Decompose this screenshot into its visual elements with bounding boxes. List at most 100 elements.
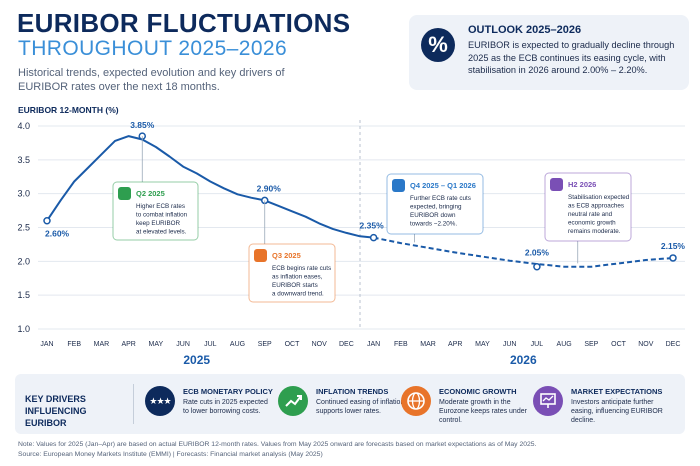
data-label: 3.85% (130, 120, 155, 130)
x-tick-label: OCT (285, 341, 301, 348)
percent-icon: % (421, 28, 455, 62)
series-line-forecast (373, 236, 674, 268)
annotation-text: keep EURIBOR (136, 220, 181, 227)
y-axis-title: EURIBOR 12-MONTH (%) (18, 105, 119, 115)
data-label: 2.60% (45, 229, 70, 239)
y-tick-label: 1.5 (17, 290, 30, 300)
x-tick-label: MAR (420, 341, 436, 348)
annotation-text: EURIBOR down (410, 212, 456, 219)
euribor-line-chart: EURIBOR 12-MONTH (%) 1.0 1.5 2.0 2.5 3.0 3.5 4.… (17, 105, 686, 367)
annotation-box (386, 173, 484, 235)
x-tick-label: JAN (40, 341, 53, 348)
x-tick-label: JUN (176, 341, 190, 348)
x-tick-label: JUL (531, 341, 544, 348)
eu-stars-icon: ★★★ (145, 386, 175, 416)
annotation-box (112, 181, 199, 241)
footer-notes: Note: Values for 2025 (Jan–Apr) are base… (18, 440, 536, 459)
series-line-actual (46, 135, 374, 239)
driver-title: MARKET EXPECTATIONS (571, 387, 663, 396)
year-label-2025: 2025 (183, 353, 210, 367)
data-point (43, 216, 51, 225)
annotation-text: as inflation eases, (272, 274, 323, 281)
x-tick-label: MAR (94, 341, 110, 348)
outlook-text: EURIBOR is expected to gradually decline… (468, 40, 675, 75)
annotation-text: a downward trend. (272, 291, 324, 298)
key-drivers-divider (133, 384, 134, 424)
driver-text: Investors anticipate further easing, inf… (571, 399, 663, 424)
y-tick-label: 3.0 (17, 189, 30, 199)
x-tick-label: APR (121, 341, 135, 348)
annotation-title: Q3 2025 (272, 251, 301, 260)
y-tick-label: 2.5 (17, 223, 30, 233)
x-tick-label: JAN (367, 341, 380, 348)
annotation-text: Further ECB rate cuts (410, 195, 471, 202)
x-tick-label: DEC (339, 341, 354, 348)
outlook-panel: % OUTLOOK 2025–2026 EURIBOR is expected … (409, 15, 689, 90)
annotation-box (544, 172, 632, 242)
data-label: 2.15% (661, 241, 686, 251)
annotation-title: H2 2026 (568, 180, 596, 189)
data-point (533, 262, 541, 271)
x-tick-label: FEB (67, 341, 81, 348)
driver-text: Moderate growth in the Eurozone keeps ra… (439, 399, 527, 424)
annotation-text: expected, bringing (410, 204, 462, 211)
data-label: 2.90% (257, 183, 282, 193)
x-tick-label: NOV (638, 341, 654, 348)
annotation-text: neutral rate and (568, 211, 613, 218)
key-drivers-panel: KEY DRIVERS INFLUENCING EURIBOR ★★★ ECB … (15, 374, 685, 434)
x-tick-label: JUL (204, 341, 217, 348)
page-title: EURIBOR FLUCTUATIONS (17, 8, 351, 38)
bank-icon (392, 179, 405, 192)
annotation-text: Higher ECB rates (136, 203, 185, 210)
y-tick-label: 1.0 (17, 324, 30, 334)
x-tick-label: AUG (230, 341, 245, 348)
annotation-text: remains moderate. (568, 228, 621, 235)
page-subtitle: Historical trends, expected evolution an… (18, 67, 285, 93)
pulse-icon (550, 178, 563, 191)
footer-note: Note: Values for 2025 (Jan–Apr) are base… (18, 441, 537, 448)
globe-icon (401, 386, 431, 416)
data-point (669, 254, 677, 262)
year-label-2026: 2026 (510, 353, 537, 367)
annotation-text: as ECB approaches (568, 203, 624, 210)
annotation-text: ECB begins rate cuts (272, 265, 331, 272)
presentation-icon (533, 386, 563, 416)
annotation-title: Q2 2025 (136, 189, 165, 198)
annotation-text: towards ~2.20%. (410, 221, 457, 228)
driver-title: ECONOMIC GROWTH (439, 387, 517, 396)
x-tick-label: JUN (503, 341, 517, 348)
outlook-title: OUTLOOK 2025–2026 (468, 24, 582, 36)
x-tick-label: SEP (258, 341, 272, 348)
y-tick-label: 3.5 (17, 155, 30, 165)
x-tick-label: MAY (475, 341, 490, 348)
annotation-text: EURIBOR starts (272, 282, 318, 289)
annotation-text: economic growth (568, 220, 616, 227)
annotation-title: Q4 2025 – Q1 2026 (410, 181, 476, 190)
x-tick-label: MAY (149, 341, 164, 348)
page-title-line2: THROUGHOUT 2025–2026 (18, 37, 288, 60)
x-tick-label: FEB (394, 341, 408, 348)
data-point (369, 233, 378, 242)
chart-up-icon (278, 386, 308, 416)
x-tick-label: NOV (312, 341, 328, 348)
driver-text: Continued easing of inflation supports l… (316, 399, 405, 415)
data-label: 2.35% (360, 221, 385, 231)
trend-down-icon (254, 249, 267, 262)
footer-source: Source: European Money Markets Institute… (18, 450, 323, 458)
annotation-text: at elevated levels. (136, 229, 187, 236)
x-tick-label: SEP (584, 341, 598, 348)
y-tick-label: 2.0 (17, 256, 30, 266)
y-tick-label: 4.0 (17, 121, 30, 131)
driver-title: INFLATION TRENDS (316, 387, 389, 396)
x-tick-label: AUG (557, 341, 572, 348)
key-drivers-title: KEY DRIVERS INFLUENCING EURIBOR (25, 394, 87, 428)
x-tick-label: APR (448, 341, 462, 348)
driver-title: ECB MONETARY POLICY (183, 387, 273, 396)
annotation-text: Stabilisation expected (568, 194, 630, 201)
x-tick-label: DEC (666, 341, 681, 348)
driver-text: Rate cuts in 2025 expected to lower borr… (183, 399, 268, 415)
annotation-box (248, 243, 336, 303)
data-label: 2.05% (525, 248, 550, 258)
x-tick-label: OCT (611, 341, 627, 348)
annotation-text: to combat inflation (136, 212, 188, 219)
